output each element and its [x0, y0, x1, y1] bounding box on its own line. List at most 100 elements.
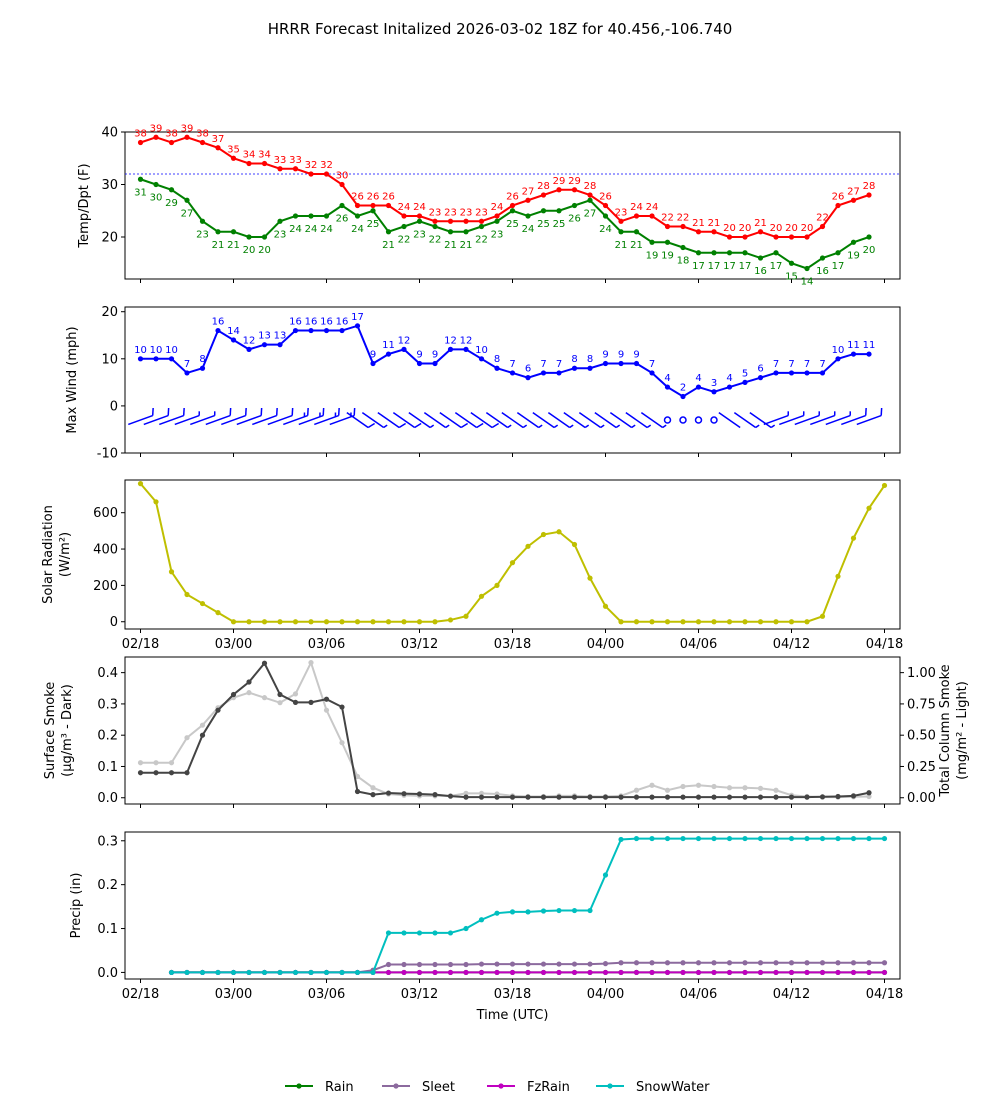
- dewpoint-point: [246, 234, 252, 240]
- dewpoint-data-label: 31: [134, 187, 147, 198]
- surface-smoke-point: [292, 699, 299, 705]
- snowwater-point: [695, 835, 702, 842]
- dewpoint-point: [416, 218, 423, 224]
- temp-data-label: 24: [630, 202, 643, 213]
- surface-smoke-point: [618, 794, 624, 800]
- temp-point: [401, 213, 407, 219]
- sleet-point: [540, 961, 547, 967]
- column-smoke-point: [261, 695, 268, 701]
- temp-data-label: 27: [847, 186, 860, 197]
- wind-barb-calm: [663, 416, 672, 424]
- column-smoke-point: [478, 790, 485, 796]
- wind-point: [602, 360, 609, 367]
- dewpoint-data-label: 17: [723, 261, 736, 272]
- wind-point: [215, 327, 221, 334]
- wind-barb-calm: [694, 416, 703, 424]
- dewpoint-point: [509, 208, 516, 214]
- wind-point: [664, 384, 671, 390]
- dewpoint-data-label: 23: [274, 229, 287, 240]
- surface-smoke-point: [137, 770, 144, 776]
- dewpoint-point: [664, 239, 671, 245]
- dewpoint-point: [649, 239, 655, 245]
- solar-point: [230, 619, 237, 625]
- wind-point: [463, 346, 469, 352]
- wind-point: [137, 356, 144, 362]
- solar-point: [680, 619, 686, 625]
- wind-point: [432, 360, 438, 367]
- solar-point: [153, 499, 159, 505]
- column-smoke-point: [680, 783, 686, 790]
- wind-data-label: 8: [199, 354, 205, 365]
- solar-point: [339, 619, 345, 625]
- dewpoint-data-label: 24: [289, 224, 302, 235]
- column-smoke-point: [184, 735, 190, 741]
- legend-marker: [498, 1083, 504, 1089]
- temp-ylabel: Temp/Dpt (F): [77, 163, 92, 248]
- surface-smoke-point: [602, 794, 609, 800]
- wind-ytick-label: 0: [110, 399, 118, 414]
- wind-data-label: 11: [382, 340, 395, 351]
- wind-point: [339, 327, 345, 334]
- snowwater-point: [804, 835, 810, 842]
- fzrain-point: [726, 969, 733, 976]
- surface-smoke-point: [649, 794, 655, 800]
- column-smoke-point: [463, 790, 469, 796]
- wind-barb: [252, 407, 278, 426]
- surface-smoke-point: [680, 794, 686, 800]
- solar-point: [463, 613, 469, 619]
- sleet-point: [881, 960, 888, 966]
- surface-smoke-point: [447, 793, 454, 799]
- wind-data-label: 7: [540, 359, 546, 370]
- dewpoint-data-label: 25: [367, 219, 380, 230]
- smoke-ytick-right-label: 1.00: [907, 666, 936, 681]
- temp-point: [292, 166, 299, 172]
- wind-point: [556, 370, 562, 376]
- precip-xlabel: Time (UTC): [476, 1008, 549, 1023]
- solar-point: [804, 619, 810, 625]
- precip-xtick-label: 03/06: [308, 987, 345, 1002]
- wind-data-label: 9: [416, 350, 422, 361]
- temp-data-label: 26: [832, 192, 845, 203]
- snowwater-point: [618, 836, 624, 843]
- dewpoint-point: [277, 218, 283, 224]
- dewpoint-point: [757, 255, 764, 261]
- wind-point: [308, 327, 314, 334]
- surface-smoke-point: [494, 794, 500, 800]
- column-smoke-point: [199, 722, 206, 728]
- dewpoint-point: [215, 229, 221, 235]
- surface-smoke-point: [742, 794, 748, 800]
- fzrain-point: [664, 969, 671, 976]
- dewpoint-point: [556, 208, 562, 214]
- temp-point: [618, 218, 624, 224]
- snowwater-point: [339, 969, 345, 976]
- dewpoint-point: [850, 239, 857, 245]
- wind-data-label: 10: [134, 345, 147, 356]
- surface-smoke-point: [401, 791, 407, 797]
- fzrain-point: [757, 969, 764, 976]
- solar-point: [370, 619, 376, 625]
- fzrain-point: [850, 969, 857, 976]
- dewpoint-data-label: 17: [708, 261, 721, 272]
- dewpoint-point: [494, 218, 500, 224]
- legend-label-snowwater: SnowWater: [636, 1080, 710, 1095]
- temp-data-label: 21: [754, 218, 767, 229]
- solar-point: [742, 619, 748, 625]
- dewpoint-point: [866, 234, 872, 240]
- wind-data-label: 5: [742, 368, 748, 379]
- fzrain-point: [509, 969, 516, 976]
- temp-point: [587, 192, 593, 198]
- wind-barb: [532, 411, 559, 429]
- solar-point: [199, 600, 206, 607]
- wind-barb: [190, 411, 216, 426]
- temp-point: [525, 197, 531, 203]
- solar-point: [385, 619, 392, 625]
- temp-point: [137, 139, 144, 146]
- wind-barb: [159, 407, 185, 426]
- fzrain-point: [680, 969, 686, 976]
- solar-point: [773, 619, 779, 625]
- fzrain-point: [447, 969, 454, 976]
- column-smoke-point: [354, 773, 361, 780]
- surface-smoke-point: [261, 660, 268, 666]
